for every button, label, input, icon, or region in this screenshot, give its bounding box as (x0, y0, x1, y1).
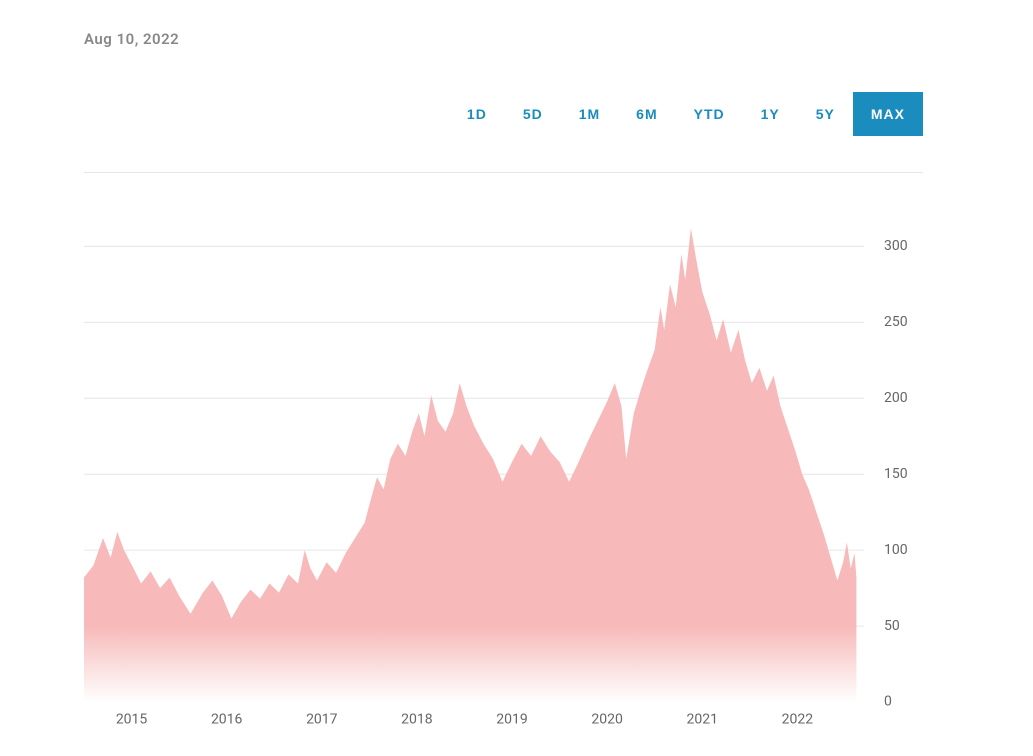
svg-text:2020: 2020 (591, 712, 623, 728)
svg-text:2022: 2022 (782, 712, 814, 728)
svg-text:2017: 2017 (306, 712, 338, 728)
svg-text:150: 150 (884, 466, 908, 482)
chart-fade (84, 626, 864, 702)
svg-text:2019: 2019 (496, 712, 527, 728)
range-btn-1y[interactable]: 1Y (743, 92, 798, 136)
chart-y-ticks: 0 50 100 150 200 250 300 (884, 238, 908, 710)
svg-text:250: 250 (884, 314, 908, 330)
range-btn-6m[interactable]: 6M (618, 92, 675, 136)
chart-svg: 050100150200250300 201520162017201820192… (84, 172, 923, 732)
svg-text:2015: 2015 (116, 712, 148, 728)
range-btn-1m[interactable]: 1M (561, 92, 618, 136)
range-selector: 1D5D1M6MYTD1Y5YMAX (84, 92, 923, 136)
svg-text:0: 0 (884, 694, 892, 710)
range-btn-ytd[interactable]: YTD (676, 92, 743, 136)
range-btn-5y[interactable]: 5Y (798, 92, 853, 136)
range-btn-max[interactable]: MAX (853, 92, 923, 136)
svg-text:200: 200 (884, 390, 908, 406)
chart-x-ticks: 2015 2016 2017 2018 2019 2020 2021 2022 (116, 712, 813, 728)
svg-text:100: 100 (884, 542, 908, 558)
svg-text:2016: 2016 (211, 712, 243, 728)
chart-date-label: Aug 10, 2022 (84, 30, 179, 48)
svg-text:2021: 2021 (687, 712, 718, 728)
svg-text:300: 300 (884, 238, 908, 254)
svg-text:2018: 2018 (401, 712, 433, 728)
range-btn-1d[interactable]: 1D (449, 92, 505, 136)
range-btn-5d[interactable]: 5D (505, 92, 561, 136)
price-chart: 050100150200250300 201520162017201820192… (84, 172, 923, 732)
svg-text:50: 50 (884, 618, 900, 634)
